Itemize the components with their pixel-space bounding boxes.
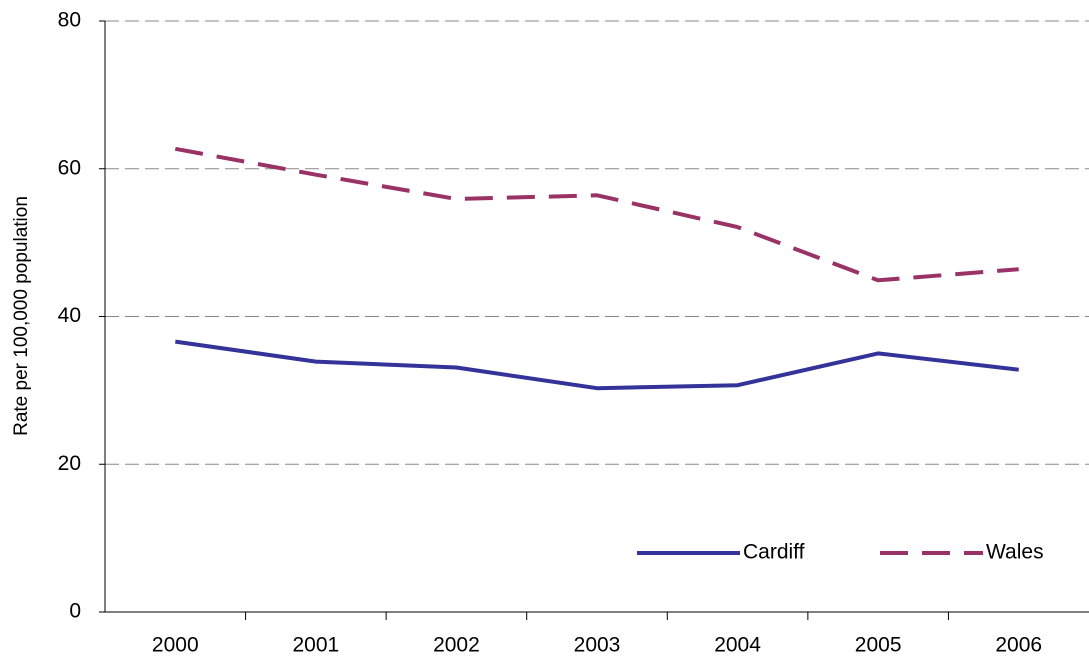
y-tick-label: 0: [69, 600, 81, 623]
y-axis-label: Rate per 100,000 population: [11, 196, 32, 436]
y-tick-label: 60: [58, 156, 81, 179]
x-tick-label: 2005: [855, 634, 902, 657]
series-line: [175, 339, 1019, 391]
x-tick-label: 2006: [995, 634, 1042, 657]
y-tick-label: 80: [58, 9, 81, 32]
legend-label: Wales: [986, 541, 1044, 564]
y-tick-label: 20: [58, 452, 81, 475]
x-tick-label: 2004: [714, 634, 761, 657]
x-tick-label: 2000: [152, 634, 199, 657]
x-tick-label: 2001: [292, 634, 339, 657]
legend-label: Cardiff: [743, 541, 805, 564]
x-tick-label: 2003: [574, 634, 621, 657]
series-line: [174, 146, 1019, 283]
y-tick-label: 40: [58, 304, 81, 327]
x-tick-label: 2002: [433, 634, 480, 657]
